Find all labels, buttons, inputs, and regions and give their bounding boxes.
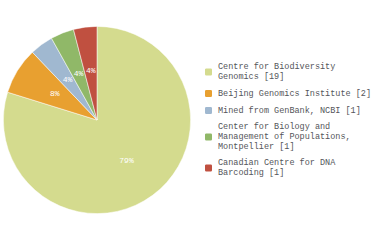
svg-text:Barcoding [1]: Barcoding [1] bbox=[218, 168, 284, 178]
svg-text:4%: 4% bbox=[86, 66, 96, 75]
svg-text:Montpellier [1]: Montpellier [1] bbox=[218, 142, 295, 152]
svg-text:Beijing Genomics Institute [2]: Beijing Genomics Institute [2] bbox=[218, 89, 371, 99]
svg-text:8%: 8% bbox=[50, 89, 60, 98]
svg-text:4%: 4% bbox=[63, 75, 73, 84]
svg-text:79%: 79% bbox=[119, 156, 134, 165]
svg-text:Canadian Centre for DNA: Canadian Centre for DNA bbox=[218, 158, 336, 168]
svg-text:Mined from GenBank, NCBI [1]: Mined from GenBank, NCBI [1] bbox=[218, 106, 361, 116]
svg-text:Centre for Biodiversity: Centre for Biodiversity bbox=[218, 62, 335, 72]
svg-text:4%: 4% bbox=[74, 69, 84, 78]
svg-text:Genomics [19]: Genomics [19] bbox=[218, 72, 284, 82]
svg-text:Management of Populations,: Management of Populations, bbox=[218, 132, 351, 142]
svg-text:Center for Biology and: Center for Biology and bbox=[218, 122, 330, 132]
